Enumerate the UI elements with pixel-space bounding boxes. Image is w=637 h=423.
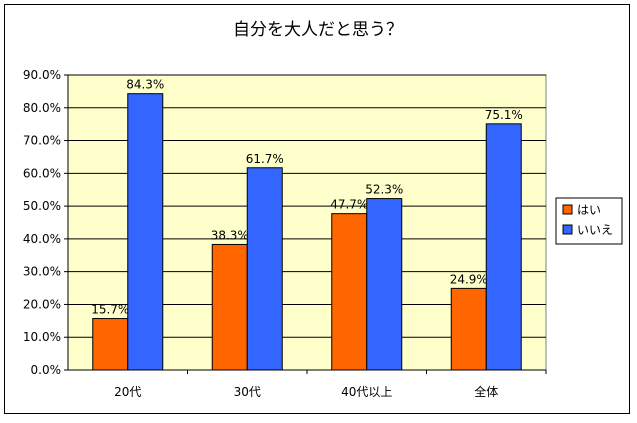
y-tick-label: 30.0% [23,265,61,279]
bar [211,243,248,371]
y-tick-label: 50.0% [23,199,61,213]
y-tick-label: 70.0% [23,134,61,148]
legend-swatch [562,204,573,215]
y-tick-label: 0.0% [31,363,62,377]
bar [331,213,368,371]
y-tick-label: 10.0% [23,330,61,344]
chart-title: 自分を大人だと思う？ [233,20,403,40]
bar [366,198,403,371]
legend-label: いいえ [577,223,613,237]
data-label: 47.7% [330,198,368,212]
legend-label: はい [577,203,601,217]
data-label: 75.1% [485,108,523,122]
data-label: 15.7% [91,303,129,317]
bar [92,318,129,371]
y-tick-label: 20.0% [23,297,61,311]
y-tick-label: 60.0% [23,166,61,180]
x-tick-label: 20代 [114,385,141,399]
data-label: 24.9% [450,272,488,286]
data-label: 61.7% [246,152,284,166]
data-label: 52.3% [365,183,403,197]
y-tick-label: 90.0% [23,68,61,82]
legend-swatch [562,224,573,235]
bar [127,93,164,371]
y-tick-label: 80.0% [23,101,61,115]
x-tick-label: 40代以上 [341,385,392,399]
x-tick-label: 全体 [474,384,498,399]
x-tick-label: 30代 [234,385,261,399]
bar [450,287,487,371]
bar [485,123,522,371]
y-tick-label: 40.0% [23,232,61,246]
data-label: 84.3% [126,78,164,92]
bar [246,167,283,371]
data-label: 38.3% [211,228,249,242]
